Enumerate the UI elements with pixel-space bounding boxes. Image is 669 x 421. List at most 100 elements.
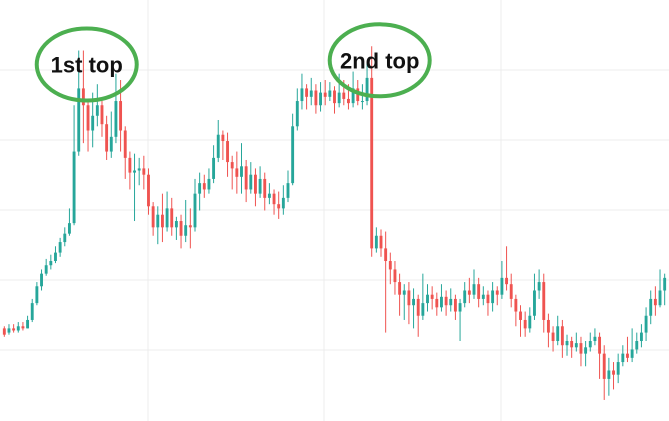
candle <box>449 288 453 312</box>
candle <box>412 288 415 329</box>
candle-body <box>574 343 578 348</box>
candle-body <box>16 326 20 331</box>
candle-body <box>519 311 522 320</box>
candle-body <box>523 319 527 329</box>
candle-body <box>347 98 350 104</box>
candle-body <box>109 136 113 152</box>
candle-body <box>584 347 588 354</box>
candle <box>226 132 229 177</box>
candle-body <box>435 298 439 308</box>
candle-body <box>374 235 378 249</box>
candle <box>128 151 132 190</box>
candle <box>663 273 667 306</box>
candle <box>21 322 25 331</box>
candle-body <box>184 225 188 236</box>
candle <box>486 290 490 316</box>
candle <box>72 105 76 226</box>
candle-body <box>305 88 309 97</box>
candle <box>133 153 136 222</box>
candle <box>49 254 53 270</box>
candle <box>607 357 611 396</box>
candle <box>35 282 39 306</box>
candle-body <box>123 130 127 158</box>
candle-body <box>598 336 602 354</box>
candle <box>77 50 81 156</box>
candle-body <box>486 294 490 304</box>
candle <box>519 305 522 337</box>
candle-body <box>514 298 518 312</box>
candle-body <box>649 298 653 316</box>
candle-body <box>174 221 178 228</box>
candle-body <box>170 208 174 228</box>
candle-body <box>542 282 546 320</box>
candle-body <box>67 223 71 234</box>
candle-body <box>21 326 25 329</box>
candle <box>207 168 211 194</box>
candle <box>147 168 150 215</box>
candle-body <box>653 298 657 306</box>
candle <box>444 290 448 316</box>
candle-body <box>100 105 104 125</box>
candle <box>402 284 406 320</box>
candle <box>528 307 532 333</box>
candle <box>421 273 425 320</box>
candle <box>602 345 606 400</box>
candle <box>463 282 467 308</box>
candle <box>40 269 43 291</box>
candle-body <box>477 284 481 299</box>
candle <box>123 126 127 179</box>
candle-body <box>440 296 443 308</box>
candle-body <box>658 290 662 306</box>
candle <box>16 322 20 333</box>
candle <box>286 170 290 203</box>
candle-body <box>635 341 639 350</box>
candle <box>58 237 62 257</box>
candle <box>281 185 285 215</box>
candle-body <box>393 269 397 283</box>
candle-body <box>198 183 202 194</box>
candle-body <box>412 298 415 306</box>
candle-body <box>263 178 267 198</box>
candle-body <box>151 206 155 228</box>
candle <box>635 332 639 354</box>
candle <box>165 191 169 232</box>
candle-body <box>2 328 6 335</box>
candle <box>305 84 309 110</box>
candle-body <box>379 235 383 249</box>
candle-body <box>286 183 290 198</box>
candle <box>588 332 592 352</box>
candle-body <box>77 88 81 152</box>
candle-body <box>314 90 318 106</box>
candle-body <box>105 124 109 152</box>
candle <box>616 353 620 384</box>
candle-body <box>165 208 169 228</box>
candle-body <box>49 261 53 266</box>
second-top-label: 2nd top <box>340 48 419 73</box>
candle <box>500 261 504 299</box>
candle <box>630 328 634 363</box>
candle <box>151 202 155 236</box>
candle <box>160 193 164 243</box>
candle-body <box>370 77 374 249</box>
candle <box>579 336 583 367</box>
candle <box>319 82 322 112</box>
candle <box>67 208 71 236</box>
candle-body <box>333 90 336 104</box>
candle <box>174 216 178 240</box>
candle-body <box>7 328 11 333</box>
candle-body <box>416 298 420 316</box>
chart-annotations: 1st top 2nd top <box>34 22 432 103</box>
candle-body <box>30 303 34 320</box>
candle <box>277 191 281 219</box>
candle-body <box>86 105 90 131</box>
candle <box>546 313 550 348</box>
candle-body <box>342 92 346 99</box>
candle-body <box>458 303 462 312</box>
candle <box>565 334 569 356</box>
candle <box>170 197 174 236</box>
candle <box>481 286 485 306</box>
candle <box>333 86 336 114</box>
candle-body <box>128 157 132 173</box>
candle <box>63 227 67 247</box>
